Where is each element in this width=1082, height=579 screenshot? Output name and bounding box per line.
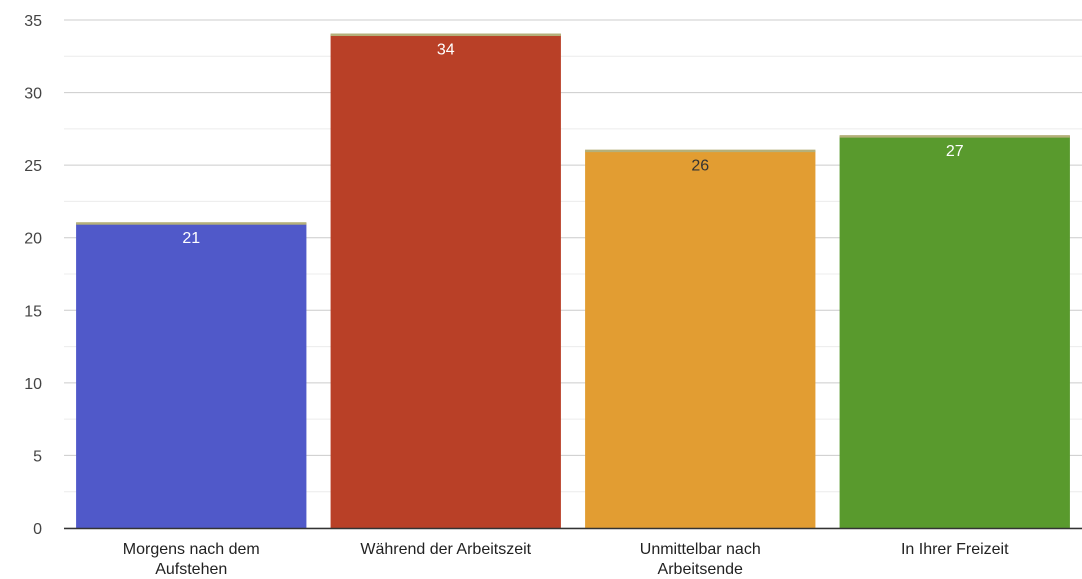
x-category-label: Morgens nach dem Aufstehen xyxy=(123,541,260,578)
y-tick-label: 25 xyxy=(24,158,42,175)
data-label: 34 xyxy=(437,42,455,59)
bars: 21 34 26 27 xyxy=(76,33,1070,529)
x-category-label: Unmittelbar nach Arbeitsende xyxy=(640,541,761,578)
data-label: 21 xyxy=(182,230,200,247)
data-label: 27 xyxy=(946,143,964,160)
y-tick-label: 10 xyxy=(24,376,42,393)
y-tick-label: 5 xyxy=(33,448,42,465)
data-label: 26 xyxy=(691,158,709,175)
y-axis-ticks: 0 5 10 15 20 25 30 35 xyxy=(24,13,42,538)
x-category-label: Während der Arbeitszeit xyxy=(360,541,531,558)
bar-top-accent xyxy=(76,222,307,225)
bar-top-accent xyxy=(839,135,1070,138)
bar xyxy=(76,223,307,528)
bar-top-accent xyxy=(585,149,816,153)
bar xyxy=(585,150,816,528)
bar-top-accent xyxy=(330,33,561,37)
y-tick-label: 15 xyxy=(24,303,42,320)
x-category-label: In Ihrer Freizeit xyxy=(901,541,1009,558)
y-tick-label: 35 xyxy=(24,13,42,30)
y-tick-label: 30 xyxy=(24,86,42,103)
bar xyxy=(839,136,1070,528)
y-tick-label: 20 xyxy=(24,231,42,248)
bar xyxy=(330,34,561,529)
y-tick-label: 0 xyxy=(33,521,42,538)
x-axis-labels: Morgens nach dem Aufstehen Während der Arb… xyxy=(123,541,1009,578)
